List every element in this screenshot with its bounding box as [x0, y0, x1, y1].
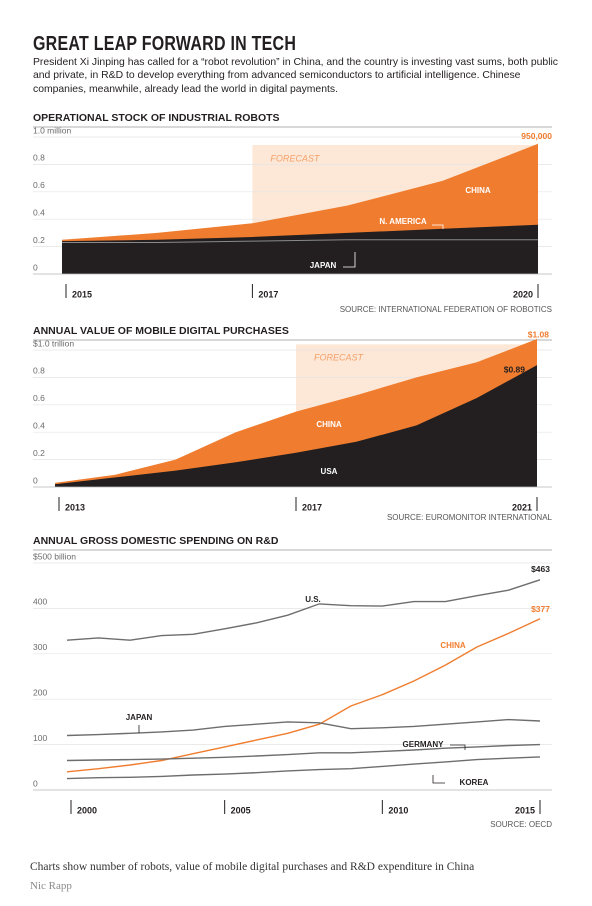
series-line: [66, 618, 541, 773]
value-label: $463: [531, 564, 550, 574]
y-tick-label: 300: [33, 642, 47, 652]
x-tick-label: 2015: [72, 289, 92, 299]
series-line: [66, 718, 541, 737]
x-tick-label: 2021: [512, 502, 532, 512]
series-line: [66, 743, 541, 762]
label-pointer: [432, 775, 445, 784]
y-tick-label: 0.6: [33, 180, 45, 190]
y-tick-label: 400: [33, 597, 47, 607]
x-tick-label: 2010: [388, 805, 408, 815]
y-tick-label: 0.6: [33, 393, 45, 403]
y-tick-label: 0: [33, 778, 38, 788]
series-line: [62, 239, 538, 243]
source: SOURCE: EUROMONITOR INTERNATIONAL: [387, 513, 553, 522]
series-label: JAPAN: [310, 261, 337, 270]
y-tick-label: 0.4: [33, 420, 45, 430]
y-tick-label: 0.4: [33, 207, 45, 217]
series-area: [62, 224, 538, 274]
caption: Charts show number of robots, value of m…: [30, 861, 475, 873]
forecast-label: FORECAST: [270, 153, 321, 163]
series-label: USA: [321, 467, 338, 476]
source: SOURCE: INTERNATIONAL FEDERATION OF ROBO…: [340, 305, 552, 314]
x-tick-label: 2017: [258, 289, 278, 299]
y-tick-label: $500 billion: [33, 551, 76, 561]
chart-title: ANNUAL VALUE OF MOBILE DIGITAL PURCHASES: [33, 325, 289, 337]
y-tick-label: 0.8: [33, 366, 45, 376]
y-tick-label: 0: [33, 262, 38, 272]
y-tick-label: 100: [33, 733, 47, 743]
y-tick-label: 0.2: [33, 448, 45, 458]
series-area: [55, 365, 537, 487]
x-tick-label: 2013: [65, 502, 85, 512]
series-label: CHINA: [440, 641, 466, 650]
series-label: JAPAN: [126, 713, 153, 722]
intro: President Xi Jinping has called for a “r…: [33, 57, 559, 95]
x-tick-label: 2015: [515, 805, 535, 815]
credit: Nic Rapp: [30, 880, 72, 892]
series-label: CHINA: [316, 420, 342, 429]
series-label: GERMANY: [403, 740, 445, 749]
forecast-label: FORECAST: [314, 353, 365, 363]
value-label: $377: [531, 604, 550, 614]
x-tick-label: 2017: [302, 502, 322, 512]
x-tick-label: 2005: [231, 805, 251, 815]
label-pointer: [450, 744, 466, 750]
series-line: [66, 756, 541, 780]
source: SOURCE: OECD: [490, 820, 552, 829]
series-label: CHINA: [465, 186, 491, 195]
series-label: KOREA: [460, 778, 489, 787]
chart-title: OPERATIONAL STOCK OF INDUSTRIAL ROBOTS: [33, 112, 280, 124]
y-tick-label: 1.0 million: [33, 125, 72, 135]
headline: GREAT LEAP FORWARD IN TECH: [33, 33, 297, 55]
y-tick-label: 0.8: [33, 153, 45, 163]
y-tick-label: 0.2: [33, 235, 45, 245]
value-label: $0.89: [504, 364, 526, 374]
series-label: U.S.: [305, 595, 321, 604]
x-tick-label: 2020: [513, 289, 533, 299]
y-tick-label: 200: [33, 687, 47, 697]
chart-title: ANNUAL GROSS DOMESTIC SPENDING ON R&D: [33, 535, 279, 547]
y-tick-label: $1.0 trillion: [33, 338, 74, 348]
series-label: N. AMERICA: [379, 217, 426, 226]
label-pointer: [432, 224, 444, 229]
series-line: [66, 579, 541, 641]
value-label: 950,000: [521, 131, 552, 141]
x-tick-label: 2000: [77, 805, 97, 815]
label-pointer: [343, 252, 356, 268]
value-label: $1.08: [528, 329, 550, 339]
y-tick-label: 0: [33, 475, 38, 485]
